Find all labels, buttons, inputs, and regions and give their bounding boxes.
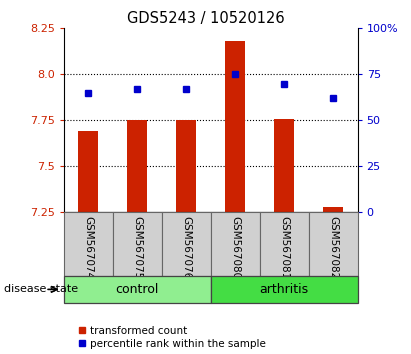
Text: GSM567074: GSM567074	[83, 216, 93, 279]
Text: arthritis: arthritis	[259, 283, 309, 296]
Bar	[211, 212, 260, 276]
Bar	[274, 119, 294, 212]
Bar	[260, 212, 309, 276]
Bar	[162, 212, 211, 276]
Bar	[323, 207, 343, 212]
Bar	[79, 131, 98, 212]
Bar	[64, 212, 113, 276]
Text: GSM567080: GSM567080	[230, 216, 240, 279]
Bar	[309, 212, 358, 276]
Text: GSM567075: GSM567075	[132, 216, 142, 279]
Bar	[211, 276, 358, 303]
Bar	[176, 120, 196, 212]
Text: control: control	[115, 283, 159, 296]
Text: GSM567076: GSM567076	[181, 216, 191, 279]
Bar	[113, 212, 162, 276]
Bar	[64, 276, 210, 303]
Bar	[225, 41, 245, 212]
Text: disease state: disease state	[4, 284, 78, 295]
Text: GDS5243 / 10520126: GDS5243 / 10520126	[127, 11, 284, 25]
Legend: transformed count, percentile rank within the sample: transformed count, percentile rank withi…	[79, 326, 266, 349]
Bar	[127, 120, 147, 212]
Text: GSM567082: GSM567082	[328, 216, 338, 279]
Text: GSM567081: GSM567081	[279, 216, 289, 279]
